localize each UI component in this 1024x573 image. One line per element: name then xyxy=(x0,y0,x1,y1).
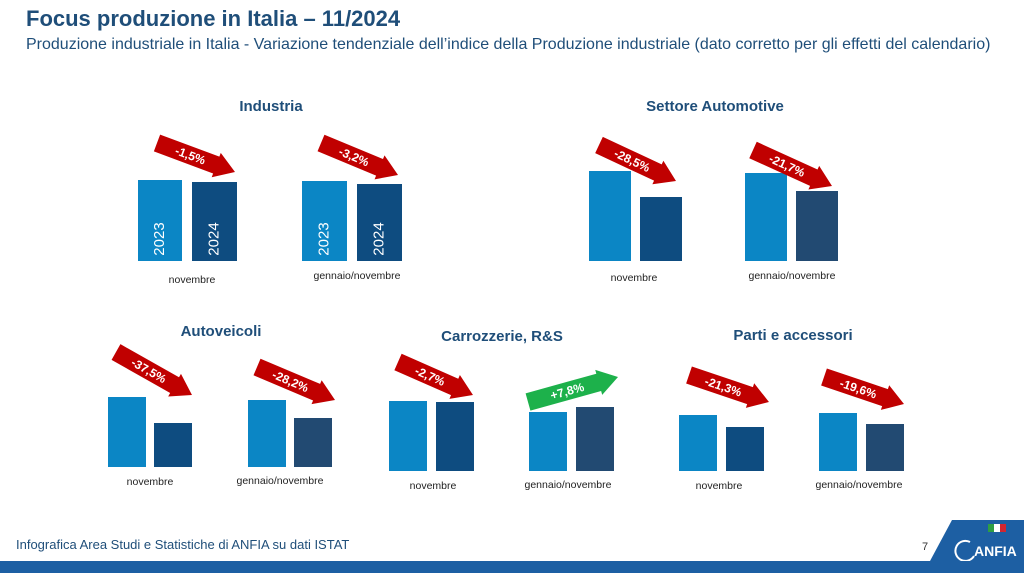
bar-year-label: 2023 xyxy=(315,222,332,255)
bar-prev xyxy=(679,415,717,471)
x-axis-label: gennaio/novembre xyxy=(237,475,324,487)
x-axis-label: gennaio/novembre xyxy=(816,479,903,491)
page-subtitle: Produzione industriale in Italia - Varia… xyxy=(26,36,991,53)
footer-bar xyxy=(0,561,1024,573)
arrow-shape xyxy=(153,134,235,178)
bar-prev xyxy=(138,180,182,261)
bar-curr xyxy=(726,427,764,471)
bar-year-label: 2023 xyxy=(151,222,168,255)
mini-chart-4: novembre -37,5% xyxy=(108,344,192,488)
arrow-shape xyxy=(749,141,832,190)
section-title-parti: Parti e accessori xyxy=(733,327,853,344)
mini-chart-8: novembre -21,3% xyxy=(679,366,769,492)
x-axis-label: novembre xyxy=(169,274,216,286)
page-number: 7 xyxy=(922,541,929,553)
section-title-carrozzerie: Carrozzerie, R&S xyxy=(441,328,563,345)
mini-chart-7: gennaio/novembre +7,8% xyxy=(525,369,618,491)
bar-prev xyxy=(108,397,146,467)
mini-chart-1: 2023 2024 gennaio/novembre -3,2% xyxy=(302,134,402,282)
bar-prev xyxy=(302,181,347,261)
section-title-autoveicoli: Autoveicoli xyxy=(180,323,262,340)
change-arrow-down: -2,7% xyxy=(394,353,473,399)
arrow-shape xyxy=(595,136,676,185)
bar-prev xyxy=(819,413,857,471)
footer-source: Infografica Area Studi e Statistiche di … xyxy=(16,537,350,552)
arrow-shape xyxy=(253,358,336,405)
anfia-logo: ANFIA xyxy=(930,520,1024,561)
section-title-automotive: Settore Automotive xyxy=(646,98,784,115)
arrow-shape xyxy=(686,366,769,408)
bar-prev xyxy=(529,412,567,471)
change-arrow-down: -37,5% xyxy=(111,344,192,397)
bar-curr xyxy=(640,197,682,261)
bar-curr xyxy=(357,184,402,261)
bar-curr xyxy=(866,424,904,471)
page-title: Focus produzione in Italia – 11/2024 xyxy=(26,6,401,31)
mini-chart-9: gennaio/novembre -19,6% xyxy=(816,368,904,491)
bar-curr xyxy=(192,182,237,261)
change-arrow-up: +7,8% xyxy=(525,369,618,411)
x-axis-label: gennaio/novembre xyxy=(525,479,612,491)
svg-text:ANFIA: ANFIA xyxy=(974,543,1017,559)
x-axis-label: novembre xyxy=(410,480,457,492)
arrow-shape xyxy=(394,353,473,399)
bar-year-label: 2024 xyxy=(370,222,387,255)
bar-curr xyxy=(294,418,332,467)
bar-prev xyxy=(745,173,787,261)
change-value-label: -37,5% xyxy=(129,355,169,386)
x-axis-label: gennaio/novembre xyxy=(314,270,401,282)
bar-curr xyxy=(796,191,838,261)
bar-prev xyxy=(589,171,631,261)
change-arrow-down: -19,6% xyxy=(821,368,904,410)
bar-curr xyxy=(154,423,192,467)
x-axis-label: novembre xyxy=(611,272,658,284)
change-arrow-down: -21,3% xyxy=(686,366,769,408)
mini-chart-3: gennaio/novembre-21,7% xyxy=(745,141,838,282)
bar-year-label: 2024 xyxy=(205,222,222,255)
change-arrow-down: -1,5% xyxy=(153,134,235,178)
bar-curr xyxy=(436,402,474,471)
x-axis-label: gennaio/novembre xyxy=(749,270,836,282)
arrow-shape xyxy=(525,369,618,411)
mini-chart-5: gennaio/novembre-28,2% xyxy=(237,358,336,487)
mini-chart-0: 2023 2024 novembre -1,5% xyxy=(138,134,237,286)
x-axis-label: novembre xyxy=(127,476,174,488)
bar-curr xyxy=(576,407,614,471)
arrow-shape xyxy=(111,344,192,397)
arrow-shape xyxy=(317,134,399,180)
x-axis-label: novembre xyxy=(696,480,743,492)
mini-chart-6: novembre -2,7% xyxy=(389,353,474,492)
mini-chart-2: novembre-28,5% xyxy=(589,136,682,284)
section-title-industria: Industria xyxy=(239,98,303,115)
bar-prev xyxy=(389,401,427,471)
change-arrow-down: -3,2% xyxy=(317,134,399,180)
bar-prev xyxy=(248,400,286,467)
arrow-shape xyxy=(821,368,904,410)
